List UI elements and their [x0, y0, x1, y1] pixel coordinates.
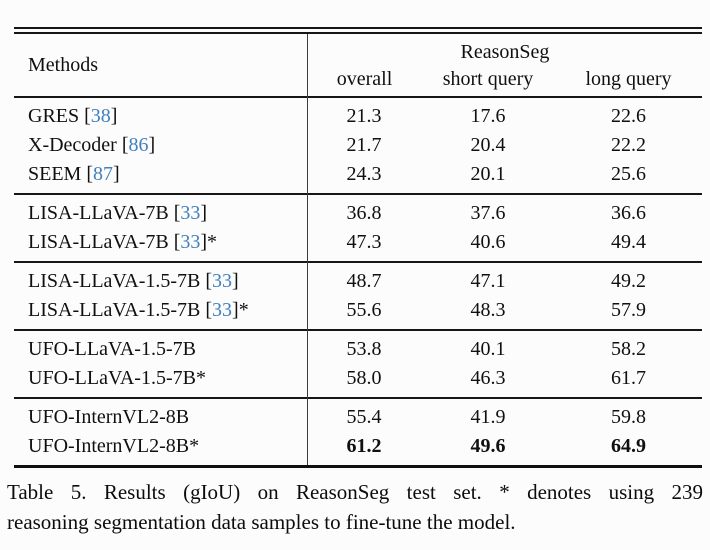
table-row: LISA-LLaVA-7B [33] 36.8 37.6 36.6: [14, 199, 702, 228]
table-row: UFO-LLaVA-1.5-7B 53.8 40.1 58.2: [14, 335, 702, 364]
table-row: LISA-LLaVA-7B [33]* 47.3 40.6 49.4: [14, 228, 702, 257]
table-row-best: UFO-InternVL2-8B* 61.2 49.6 64.9: [14, 432, 702, 461]
citation-link[interactable]: 38: [90, 105, 111, 127]
table-caption: Table 5. Results (gIoU) on ReasonSeg tes…: [7, 477, 703, 537]
method-label: UFO-InternVL2-8B: [28, 406, 190, 428]
caption-line-2: reasoning segmentation data samples to f…: [7, 510, 516, 534]
metric-value: 21.3: [346, 105, 382, 127]
metric-value: 58.2: [611, 338, 646, 360]
table-group: GRES [38] 21.3 17.6 22.6 X-Decoder [86] …: [14, 98, 702, 193]
table-top-rule: [14, 27, 702, 34]
header-rule: [14, 96, 702, 98]
metric-value: 47.3: [346, 231, 382, 253]
metric-value: 36.8: [346, 202, 382, 224]
method-label: UFO-LLaVA-1.5-7B*: [28, 367, 206, 389]
caption-line-1: Table 5. Results (gIoU) on ReasonSeg tes…: [7, 480, 703, 504]
metric-value: 61.7: [611, 367, 646, 389]
table-row: LISA-LLaVA-1.5-7B [33] 48.7 47.1 49.2: [14, 267, 702, 296]
metric-value: 61.2: [346, 435, 382, 457]
table-row: X-Decoder [86] 21.7 20.4 22.2: [14, 131, 702, 160]
metric-value: 48.7: [346, 270, 382, 292]
column-header-short-query: short query: [442, 68, 534, 90]
metric-value: 41.9: [470, 406, 506, 428]
column-header-overall: overall: [336, 68, 393, 90]
metric-value: 49.6: [470, 435, 506, 457]
method-label: LISA-LLaVA-1.5-7B [33]: [28, 270, 239, 292]
reasonseg-header-group: ReasonSeg overall short query long query: [308, 34, 702, 96]
table-row: GRES [38] 21.3 17.6 22.6: [14, 102, 702, 131]
metric-value: 20.1: [470, 163, 506, 185]
metric-value: 48.3: [470, 299, 506, 321]
table-row: UFO-LLaVA-1.5-7B* 58.0 46.3 61.7: [14, 364, 702, 393]
metric-value: 64.9: [611, 435, 646, 457]
column-header-long-query: long query: [585, 68, 672, 90]
metric-value: 46.3: [470, 367, 506, 389]
column-headers: overall short query long query: [308, 65, 702, 96]
metric-value: 22.6: [611, 105, 646, 127]
table-group: UFO-LLaVA-1.5-7B 53.8 40.1 58.2 UFO-LLaV…: [14, 331, 702, 397]
citation-link[interactable]: 86: [128, 134, 149, 156]
method-label: LISA-LLaVA-7B [33]: [28, 202, 208, 224]
method-label: LISA-LLaVA-1.5-7B [33]*: [28, 299, 249, 321]
method-label: GRES [38]: [28, 105, 118, 127]
metric-value: 55.6: [346, 299, 382, 321]
group-divider-rule: [14, 193, 702, 195]
metric-value: 49.2: [611, 270, 646, 292]
metric-value: 59.8: [611, 406, 646, 428]
table-row: UFO-InternVL2-8B 55.4 41.9 59.8: [14, 403, 702, 432]
group-divider-rule: [14, 329, 702, 331]
metric-value: 20.4: [470, 134, 506, 156]
metric-value: 36.6: [611, 202, 646, 224]
metric-value: 55.4: [346, 406, 382, 428]
table-header: Methods ReasonSeg overall short query lo…: [14, 34, 702, 96]
metric-value: 37.6: [470, 202, 506, 224]
metric-value: 53.8: [346, 338, 382, 360]
table-group: UFO-InternVL2-8B 55.4 41.9 59.8 UFO-Inte…: [14, 399, 702, 465]
metric-value: 21.7: [346, 134, 382, 156]
metric-value: 40.6: [470, 231, 506, 253]
metric-value: 57.9: [611, 299, 646, 321]
table-group: LISA-LLaVA-7B [33] 36.8 37.6 36.6 LISA-L…: [14, 195, 702, 261]
group-divider-rule: [14, 261, 702, 263]
results-table: Methods ReasonSeg overall short query lo…: [14, 27, 702, 468]
metric-value: 49.4: [611, 231, 646, 253]
metric-value: 24.3: [346, 163, 382, 185]
method-label: LISA-LLaVA-7B [33]*: [28, 231, 218, 253]
methods-column-header: Methods: [28, 54, 98, 76]
column-separator-line: [307, 34, 308, 465]
table-row: SEEM [87] 24.3 20.1 25.6: [14, 160, 702, 189]
group-header: ReasonSeg: [460, 41, 550, 63]
table-group: LISA-LLaVA-1.5-7B [33] 48.7 47.1 49.2 LI…: [14, 263, 702, 329]
table-bottom-rule: [14, 465, 702, 468]
metric-value: 47.1: [470, 270, 506, 292]
citation-link[interactable]: 33: [180, 202, 201, 224]
method-label: X-Decoder [86]: [28, 134, 156, 156]
table-row: LISA-LLaVA-1.5-7B [33]* 55.6 48.3 57.9: [14, 296, 702, 325]
metric-value: 58.0: [346, 367, 382, 389]
citation-link[interactable]: 33: [212, 299, 233, 321]
metric-value: 17.6: [470, 105, 506, 127]
metric-value: 40.1: [470, 338, 506, 360]
method-label: SEEM [87]: [28, 163, 120, 185]
citation-link[interactable]: 33: [180, 231, 201, 253]
group-divider-rule: [14, 397, 702, 399]
citation-link[interactable]: 33: [212, 270, 233, 292]
method-label: UFO-InternVL2-8B*: [28, 435, 200, 457]
metric-value: 25.6: [611, 163, 646, 185]
method-label: UFO-LLaVA-1.5-7B: [28, 338, 196, 360]
citation-link[interactable]: 87: [93, 163, 113, 185]
metric-value: 22.2: [611, 134, 646, 156]
